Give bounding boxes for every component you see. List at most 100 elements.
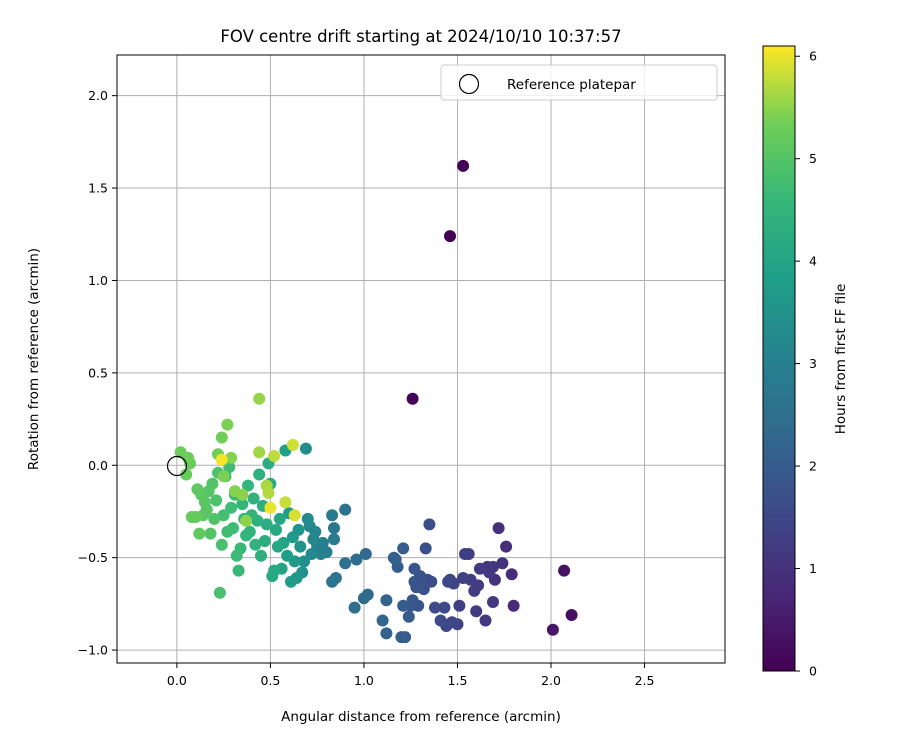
data-point: [423, 518, 436, 531]
plot-frame: [116, 54, 726, 664]
data-point: [298, 555, 311, 568]
data-point: [419, 542, 432, 555]
x-axis-label: Angular distance from reference (arcmin): [281, 709, 561, 725]
data-point: [299, 442, 312, 455]
colorbar-tick-label: 0: [809, 664, 817, 679]
data-point: [348, 601, 361, 614]
data-point: [236, 498, 249, 511]
colorbar-tick-label: 6: [809, 49, 817, 64]
data-point: [305, 548, 318, 560]
y-tick-label: 0.0: [88, 458, 108, 473]
data-point: [307, 533, 320, 546]
data-point: [271, 540, 284, 553]
data-point: [496, 557, 509, 570]
data-point: [408, 575, 421, 588]
data-point: [247, 492, 260, 505]
data-point: [225, 451, 238, 464]
data-point: [221, 525, 234, 538]
data-point: [217, 470, 230, 483]
data-point: [286, 531, 299, 544]
data-point: [249, 538, 262, 551]
data-point: [434, 614, 447, 627]
data-point: [350, 553, 363, 566]
x-tick-label: 2.0: [541, 673, 561, 688]
legend: Reference platepar: [440, 64, 718, 101]
colorbar-ticks: 0 1 2 3 4 5 6: [795, 49, 817, 679]
data-point: [253, 468, 266, 481]
data-point: [387, 551, 400, 564]
data-point: [253, 392, 266, 405]
data-point: [294, 540, 307, 553]
data-point: [429, 601, 441, 614]
data-point: [204, 527, 217, 540]
data-point: [487, 596, 499, 608]
colorbar-tick-label: 4: [809, 254, 817, 269]
data-point: [326, 575, 339, 588]
colorbar-gradient: [762, 45, 796, 672]
chart-title: FOV centre drift starting at 2024/10/10 …: [220, 27, 621, 46]
data-point: [326, 509, 339, 522]
data-point: [286, 438, 299, 451]
data-point: [459, 548, 471, 560]
y-tick-label: −1.0: [78, 643, 108, 658]
data-point: [182, 451, 195, 464]
data-point: [223, 461, 236, 474]
data-point: [215, 453, 228, 466]
data-point: [185, 511, 198, 523]
x-tick-label: 1.5: [448, 673, 468, 688]
data-point: [180, 468, 193, 481]
y-tick-label: 1.0: [88, 273, 108, 288]
data-point: [255, 549, 267, 562]
legend-marker: [458, 73, 480, 95]
data-point: [442, 575, 455, 588]
data-point: [500, 540, 513, 553]
data-point: [279, 496, 292, 509]
data-point: [230, 549, 243, 562]
y-tick-label: −0.5: [78, 550, 108, 565]
data-point: [546, 623, 559, 636]
x-tick-label: 0.0: [167, 673, 187, 688]
data-point: [236, 488, 249, 501]
data-point: [217, 509, 230, 522]
y-tick-label: 0.5: [88, 365, 108, 380]
data-point: [357, 592, 370, 605]
data-point: [273, 512, 286, 525]
x-tick-label: 0.5: [260, 673, 280, 688]
data-point: [260, 518, 273, 531]
data-point: [444, 230, 456, 243]
colorbar-tick-label: 2: [809, 459, 817, 474]
y-axis-label: Rotation from reference (arcmin): [26, 248, 42, 470]
colorbar-tick-label: 5: [809, 151, 817, 166]
data-point: [457, 572, 470, 584]
data-point: [215, 538, 228, 551]
data-point: [470, 605, 483, 618]
data-point: [270, 523, 282, 536]
data-point: [468, 584, 481, 597]
colorbar-tick-label: 1: [809, 561, 817, 576]
data-point: [473, 562, 486, 575]
x-tick-label: 2.5: [635, 673, 655, 688]
data-point: [281, 549, 294, 562]
data-point: [492, 522, 505, 535]
legend-entry-label: Reference platepar: [507, 77, 636, 93]
x-tick-label: 1.0: [354, 673, 374, 688]
data-point: [380, 594, 393, 607]
data-point: [438, 601, 451, 614]
y-tick-label: 2.0: [88, 88, 108, 103]
data-point: [213, 586, 226, 599]
data-point: [208, 512, 221, 525]
colorbar-label: Hours from first FF file: [833, 284, 849, 435]
data-point: [453, 599, 466, 612]
data-point: [253, 446, 266, 459]
data-point: [406, 392, 419, 405]
data-point: [301, 512, 314, 525]
data-point: [240, 514, 253, 527]
data-point: [380, 627, 393, 640]
data-point: [240, 529, 253, 542]
data-point: [242, 479, 254, 492]
data-point: [402, 610, 415, 623]
data-point: [328, 533, 340, 546]
data-point: [565, 609, 578, 621]
y-axis-ticks: −1.0 −0.5 0.0 0.5 1.0 1.5 2.0: [78, 88, 117, 658]
